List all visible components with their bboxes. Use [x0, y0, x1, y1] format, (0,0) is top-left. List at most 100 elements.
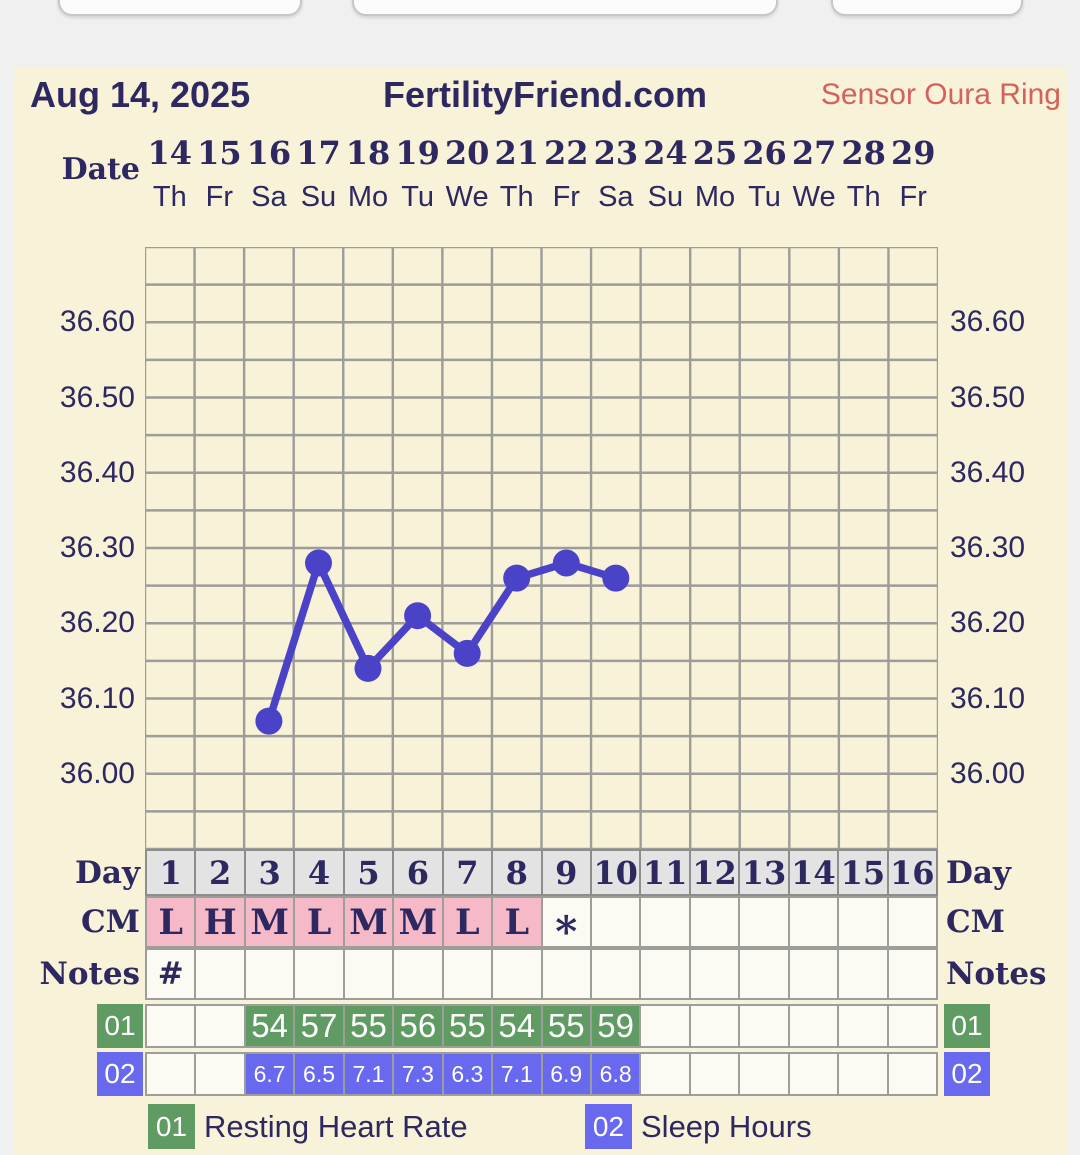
date-column: 19 Tu [393, 134, 443, 246]
date-column: 28 Th [839, 134, 889, 246]
date-row-label: Date [61, 152, 140, 187]
date-number: 18 [345, 134, 391, 172]
day-cell: 8 [493, 849, 543, 896]
day-cell: 12 [690, 849, 741, 896]
weekday-label: We [445, 181, 489, 213]
cm-cell [591, 896, 642, 948]
row01-cell: 55 [344, 1004, 395, 1048]
date-column: 16 Sa [244, 134, 294, 246]
row01-cell: 57 [295, 1004, 345, 1048]
day-cell: 2 [196, 849, 246, 896]
cm-cell: M [245, 896, 296, 948]
legend-badge: 02 [585, 1104, 632, 1149]
weekday-label: Th [846, 181, 881, 213]
row02-cell [789, 1052, 840, 1096]
weekday-label: Th [152, 181, 187, 213]
y-tick-label: 36.10 [59, 681, 135, 715]
temperature-chart [145, 247, 938, 849]
date-column: 17 Su [294, 134, 344, 246]
row02-cell: 7.1 [344, 1052, 395, 1096]
weekday-label: Fr [552, 181, 580, 213]
day-cell: 13 [740, 849, 790, 896]
cm-cell [839, 896, 889, 948]
row02-badge-left: 02 [97, 1052, 143, 1096]
row02-cell [641, 1052, 691, 1096]
date-number: 14 [147, 134, 193, 172]
weekday-label: Sa [251, 181, 287, 213]
day-cell: 1 [145, 849, 197, 896]
date-number: 24 [643, 134, 688, 172]
row02-badge-right: 02 [944, 1052, 990, 1096]
notes-cell [641, 948, 691, 1000]
notes-cell [394, 948, 444, 1000]
cm-cell [690, 896, 741, 948]
notes-axis-label-left: Notes [39, 956, 140, 992]
y-tick-label: 36.60 [59, 305, 135, 339]
top-button-1[interactable] [58, 0, 302, 16]
date-column: 18 Mo [343, 134, 393, 246]
notes-cell [888, 948, 938, 1000]
date-column: 24 Su [641, 134, 691, 246]
row01-cell [888, 1004, 938, 1048]
date-number: 28 [841, 134, 886, 172]
cm-cell: * [542, 896, 592, 956]
temperature-point [602, 564, 630, 592]
row01-row: 54 57 55 56 55 54 55 59 [145, 1004, 938, 1048]
temperature-point [453, 639, 481, 667]
row02-cell: 6.7 [245, 1052, 296, 1096]
row02-cell: 7.3 [394, 1052, 444, 1096]
legend-item: 02 Sleep Hours [585, 1104, 812, 1149]
row01-badge-left: 01 [97, 1004, 143, 1048]
weekday-label: Sa [598, 181, 634, 213]
weekday-label: Th [499, 181, 534, 213]
weekday-label: Su [300, 181, 337, 213]
weekday-label: Mo [694, 181, 736, 213]
y-tick-label: 36.30 [950, 531, 1026, 564]
day-row: 1 2 3 4 5 6 7 8 9 10 11 12 13 14 15 16 [145, 849, 938, 896]
notes-cell [295, 948, 345, 1000]
top-button-3[interactable] [831, 0, 1023, 16]
legend-label: Resting Heart Rate [204, 1108, 468, 1144]
date-column: 20 We [442, 134, 492, 246]
cm-axis-label-left: CM [81, 904, 140, 940]
row01-cell: 54 [245, 1004, 296, 1048]
date-number: 20 [444, 134, 490, 172]
day-axis-label-right: Day [946, 854, 1011, 891]
day-cell: 9 [542, 849, 592, 896]
notes-axis-label-right: Notes [946, 956, 1047, 992]
legend-label: Sleep Hours [641, 1108, 812, 1144]
row01-cell [641, 1004, 691, 1048]
date-number: 16 [246, 134, 292, 172]
y-tick-label: 36.40 [59, 455, 135, 489]
date-number: 25 [692, 134, 738, 172]
cm-cell: L [145, 896, 197, 948]
row01-cell: 56 [394, 1004, 444, 1048]
day-cell: 14 [789, 849, 840, 896]
notes-cell [245, 948, 296, 1000]
notes-cell [789, 948, 840, 1000]
weekday-label: Su [647, 181, 684, 213]
day-cell: 10 [591, 849, 642, 896]
date-column: 29 Fr [888, 134, 938, 246]
date-column: 27 We [789, 134, 839, 246]
y-tick-label: 36.20 [950, 606, 1026, 640]
day-cell: 15 [839, 849, 889, 896]
top-button-2[interactable] [352, 0, 778, 16]
date-column: 15 Fr [195, 134, 245, 246]
row02-cell [690, 1052, 741, 1096]
weekday-label: Fr [899, 181, 927, 213]
date-number: 22 [544, 134, 589, 172]
row01-cell [839, 1004, 889, 1048]
day-cell: 7 [443, 849, 494, 896]
date-column: 25 Mo [690, 134, 740, 246]
row02-cell: 6.8 [591, 1052, 642, 1096]
date-number: 27 [791, 134, 837, 172]
date-column: 21 Th [492, 134, 542, 246]
cm-cell: H [196, 896, 246, 948]
day-cell: 4 [295, 849, 345, 896]
date-number: 26 [742, 134, 787, 172]
notes-cell [196, 948, 246, 1000]
sensor-label: Sensor Oura Ring [820, 78, 1061, 111]
row02-cell: 7.1 [493, 1052, 543, 1096]
cm-row: L H M L M M L L * [145, 896, 938, 956]
